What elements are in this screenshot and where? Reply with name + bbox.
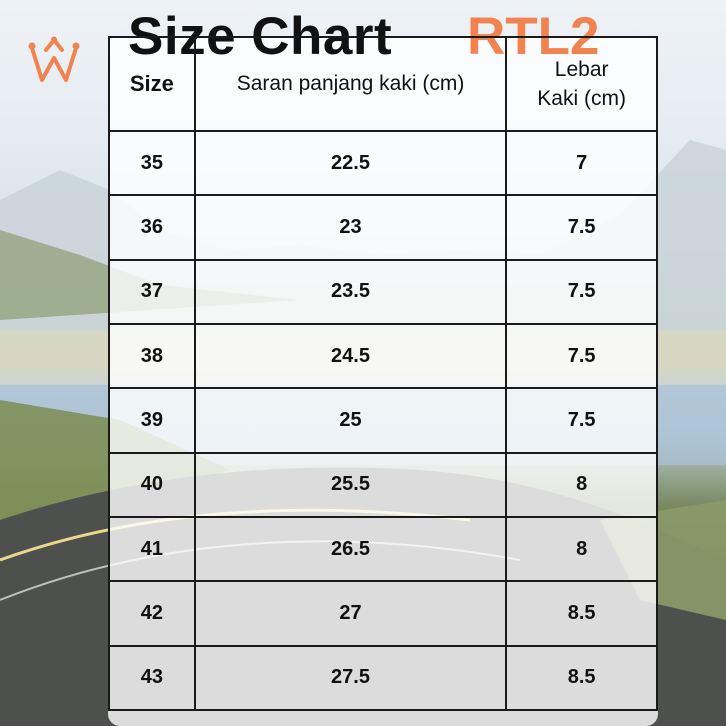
cell-foot-length: 24.5 [193, 322, 508, 390]
cell-size: 35 [108, 129, 196, 197]
table-row: 42 27 8.5 [108, 580, 658, 647]
column-header-foot-width: Lebar Kaki (cm) [505, 36, 658, 132]
cell-foot-length: 26.5 [193, 515, 508, 583]
table-row: 36 23 7.5 [108, 194, 658, 261]
cell-foot-width: 7 [505, 129, 658, 197]
cell-size: 37 [108, 258, 196, 325]
cell-foot-width: 8 [505, 451, 658, 518]
cell-foot-length: 23 [193, 194, 508, 261]
column-header-size: Size [108, 36, 196, 132]
cell-foot-width: 7.5 [505, 258, 658, 325]
foot-width-label: Lebar Kaki (cm) [537, 58, 626, 110]
cell-foot-length: 22.5 [193, 129, 508, 197]
cell-size: 39 [108, 387, 196, 454]
table-row: 41 26.5 8 [108, 515, 658, 583]
cell-size: 38 [108, 322, 196, 390]
cell-size: 43 [108, 644, 196, 712]
cell-foot-length: 25 [193, 387, 508, 454]
column-header-foot-length: Saran panjang kaki (cm) [193, 36, 508, 132]
crown-w-logo-icon [28, 36, 80, 82]
table-row: 37 23.5 7.5 [108, 258, 658, 325]
cell-foot-length: 23.5 [193, 258, 508, 325]
cell-foot-length: 27 [193, 580, 508, 647]
table-row: 39 25 7.5 [108, 387, 658, 454]
cell-foot-width: 8.5 [505, 580, 658, 647]
cell-foot-width: 8.5 [505, 644, 658, 712]
cell-foot-width: 7.5 [505, 322, 658, 390]
cell-foot-width: 8 [505, 515, 658, 583]
table-header-row: Size Saran panjang kaki (cm) Lebar Kaki … [108, 36, 658, 132]
table-row: 43 27.5 8.5 [108, 644, 658, 712]
cell-foot-length: 27.5 [193, 644, 508, 712]
table-row: 38 24.5 7.5 [108, 322, 658, 390]
cell-size: 40 [108, 451, 196, 518]
cell-size: 42 [108, 580, 196, 647]
table-row: 35 22.5 7 [108, 129, 658, 197]
cell-foot-length: 25.5 [193, 451, 508, 518]
cell-size: 36 [108, 194, 196, 261]
cell-size: 41 [108, 515, 196, 583]
size-table: Size Saran panjang kaki (cm) Lebar Kaki … [108, 36, 658, 712]
cell-foot-width: 7.5 [505, 387, 658, 454]
table-row: 40 25.5 8 [108, 451, 658, 518]
cell-foot-width: 7.5 [505, 194, 658, 261]
